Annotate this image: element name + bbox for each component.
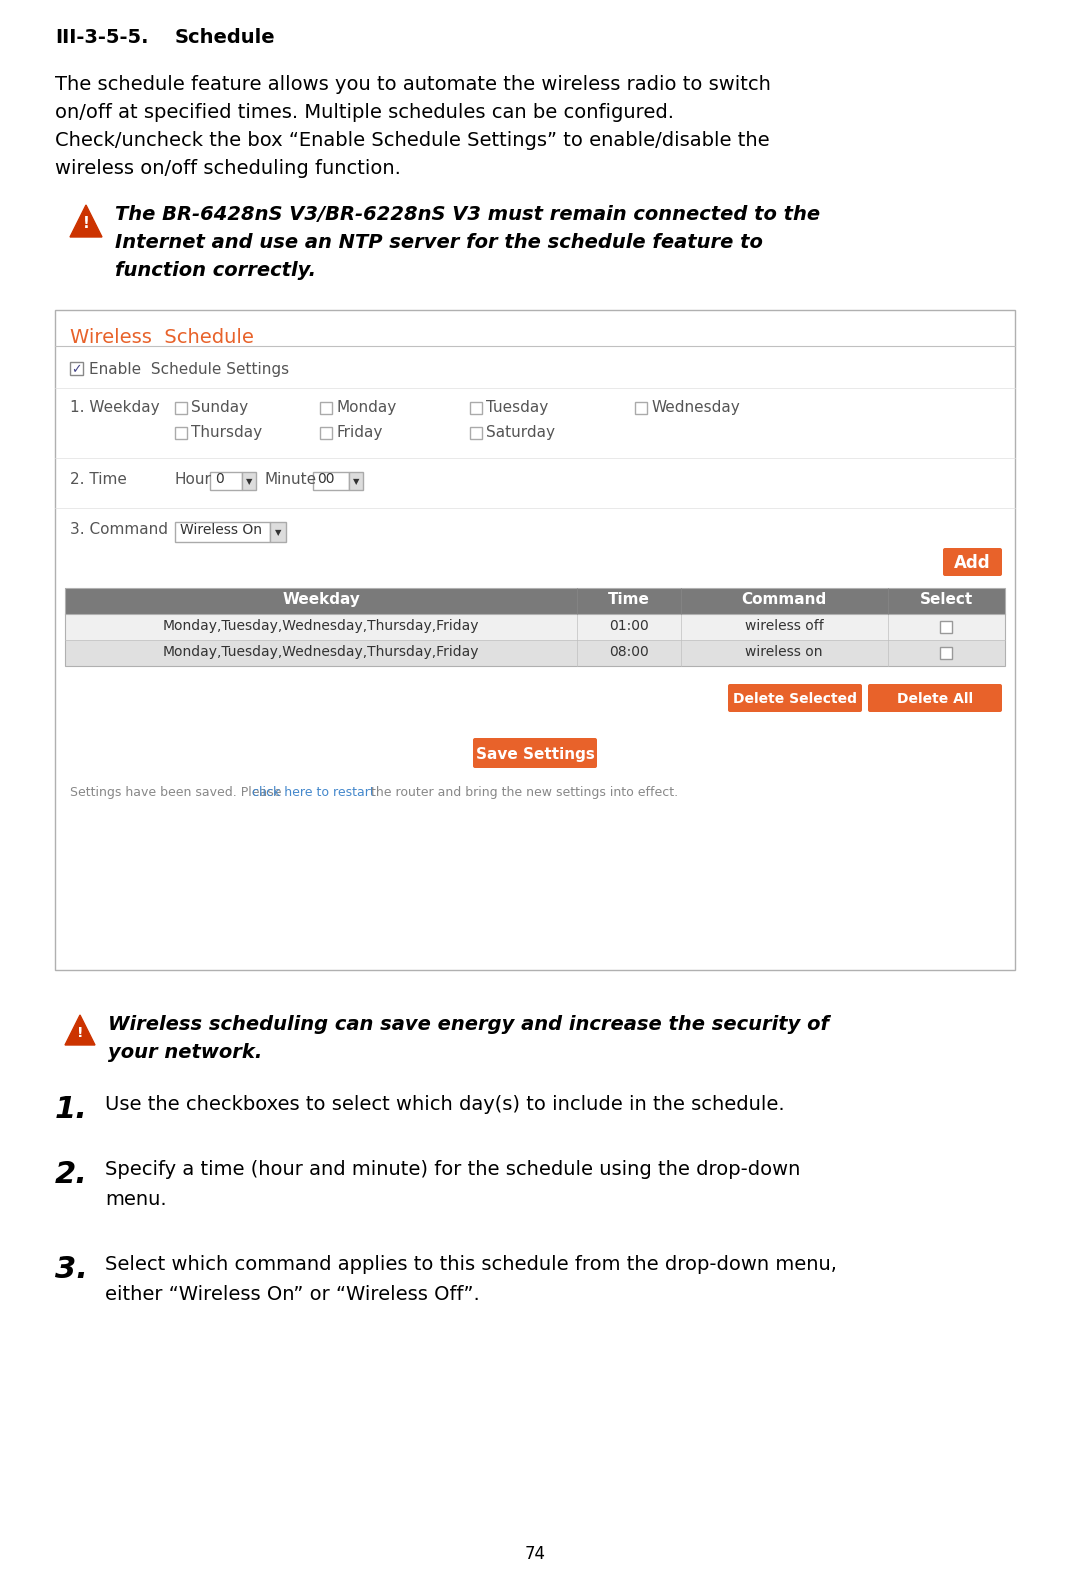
Text: function correctly.: function correctly. — [114, 261, 316, 280]
Bar — [635, 402, 647, 413]
Bar — [175, 402, 187, 413]
Text: Select which command applies to this schedule from the drop-down menu,: Select which command applies to this sch… — [105, 1254, 837, 1273]
FancyBboxPatch shape — [55, 310, 1015, 970]
Text: on/off at specified times. Multiple schedules can be configured.: on/off at specified times. Multiple sche… — [55, 104, 674, 123]
Text: 3.: 3. — [55, 1254, 88, 1284]
Text: Use the checkboxes to select which day(s) to include in the schedule.: Use the checkboxes to select which day(s… — [105, 1096, 784, 1115]
FancyBboxPatch shape — [943, 549, 1002, 575]
Text: menu.: menu. — [105, 1190, 167, 1209]
Text: Minute: Minute — [265, 472, 317, 487]
Bar — [320, 428, 332, 439]
Text: The BR-6428nS V3/BR-6228nS V3 must remain connected to the: The BR-6428nS V3/BR-6228nS V3 must remai… — [114, 204, 820, 223]
Text: Monday,Tuesday,Wednesday,Thursday,Friday: Monday,Tuesday,Wednesday,Thursday,Friday — [163, 645, 479, 659]
Text: Delete All: Delete All — [897, 692, 973, 706]
Text: Sunday: Sunday — [192, 399, 248, 415]
Bar — [65, 588, 1005, 667]
Text: your network.: your network. — [108, 1042, 262, 1063]
Bar — [65, 640, 1005, 667]
Text: Select: Select — [919, 593, 973, 607]
Text: ▼: ▼ — [275, 528, 281, 538]
Text: ▼: ▼ — [246, 478, 253, 486]
Text: !: ! — [77, 1027, 83, 1041]
Bar — [210, 472, 242, 490]
Text: Schedule: Schedule — [175, 28, 276, 47]
Text: either “Wireless On” or “Wireless Off”.: either “Wireless On” or “Wireless Off”. — [105, 1284, 479, 1305]
Bar — [70, 362, 83, 376]
Text: Command: Command — [742, 593, 827, 607]
Text: 00: 00 — [317, 472, 335, 486]
Text: Enable  Schedule Settings: Enable Schedule Settings — [89, 362, 289, 377]
Text: 1.: 1. — [55, 1096, 88, 1124]
Text: 2. Time: 2. Time — [70, 472, 127, 487]
Text: Check/uncheck the box “Enable Schedule Settings” to enable/disable the: Check/uncheck the box “Enable Schedule S… — [55, 130, 769, 149]
Text: wireless off: wireless off — [745, 619, 824, 634]
Text: Internet and use an NTP server for the schedule feature to: Internet and use an NTP server for the s… — [114, 233, 763, 252]
Bar — [175, 428, 187, 439]
Text: the router and bring the new settings into effect.: the router and bring the new settings in… — [367, 786, 678, 799]
Text: Friday: Friday — [336, 424, 382, 440]
Text: Save Settings: Save Settings — [475, 747, 595, 761]
Text: III-3-5-5.: III-3-5-5. — [55, 28, 149, 47]
Text: ✓: ✓ — [72, 363, 81, 376]
Text: !: ! — [82, 217, 90, 231]
Bar — [65, 615, 1005, 640]
Text: 08:00: 08:00 — [609, 645, 648, 659]
Bar — [349, 472, 363, 490]
Text: Monday,Tuesday,Wednesday,Thursday,Friday: Monday,Tuesday,Wednesday,Thursday,Friday — [163, 619, 479, 634]
Bar — [941, 648, 952, 659]
FancyBboxPatch shape — [728, 684, 862, 712]
Text: Monday: Monday — [336, 399, 396, 415]
Text: Specify a time (hour and minute) for the schedule using the drop-down: Specify a time (hour and minute) for the… — [105, 1160, 800, 1179]
FancyBboxPatch shape — [868, 684, 1002, 712]
Text: Wireless  Schedule: Wireless Schedule — [70, 329, 254, 347]
Text: Thursday: Thursday — [192, 424, 262, 440]
Text: Time: Time — [608, 593, 649, 607]
Bar — [65, 588, 1005, 615]
Text: wireless on/off scheduling function.: wireless on/off scheduling function. — [55, 159, 401, 178]
Text: 74: 74 — [524, 1545, 546, 1563]
Polygon shape — [65, 1016, 95, 1045]
Text: Add: Add — [954, 553, 991, 572]
Bar — [320, 402, 332, 413]
Text: Hour: Hour — [175, 472, 212, 487]
Text: Wireless scheduling can save energy and increase the security of: Wireless scheduling can save energy and … — [108, 1016, 829, 1034]
Bar — [314, 472, 349, 490]
Text: Delete Selected: Delete Selected — [733, 692, 857, 706]
Text: wireless on: wireless on — [746, 645, 823, 659]
Text: The schedule feature allows you to automate the wireless radio to switch: The schedule feature allows you to autom… — [55, 75, 770, 94]
Bar — [941, 621, 952, 634]
Bar — [242, 472, 256, 490]
FancyBboxPatch shape — [473, 737, 597, 769]
Bar — [175, 522, 270, 542]
Bar — [270, 522, 286, 542]
Text: Settings have been saved. Please: Settings have been saved. Please — [70, 786, 286, 799]
Text: 0: 0 — [215, 472, 224, 486]
Text: ▼: ▼ — [353, 478, 360, 486]
Polygon shape — [70, 204, 102, 237]
Text: Saturday: Saturday — [486, 424, 555, 440]
Text: 3. Command: 3. Command — [70, 522, 168, 538]
Bar — [470, 428, 482, 439]
Bar — [470, 402, 482, 413]
Text: 1. Weekday: 1. Weekday — [70, 399, 159, 415]
Text: Wireless On: Wireless On — [180, 523, 262, 538]
Text: Tuesday: Tuesday — [486, 399, 548, 415]
Text: Weekday: Weekday — [282, 593, 361, 607]
Text: 2.: 2. — [55, 1160, 88, 1188]
Text: Wednesday: Wednesday — [651, 399, 739, 415]
Text: click here to restart: click here to restart — [251, 786, 374, 799]
Text: 01:00: 01:00 — [609, 619, 648, 634]
